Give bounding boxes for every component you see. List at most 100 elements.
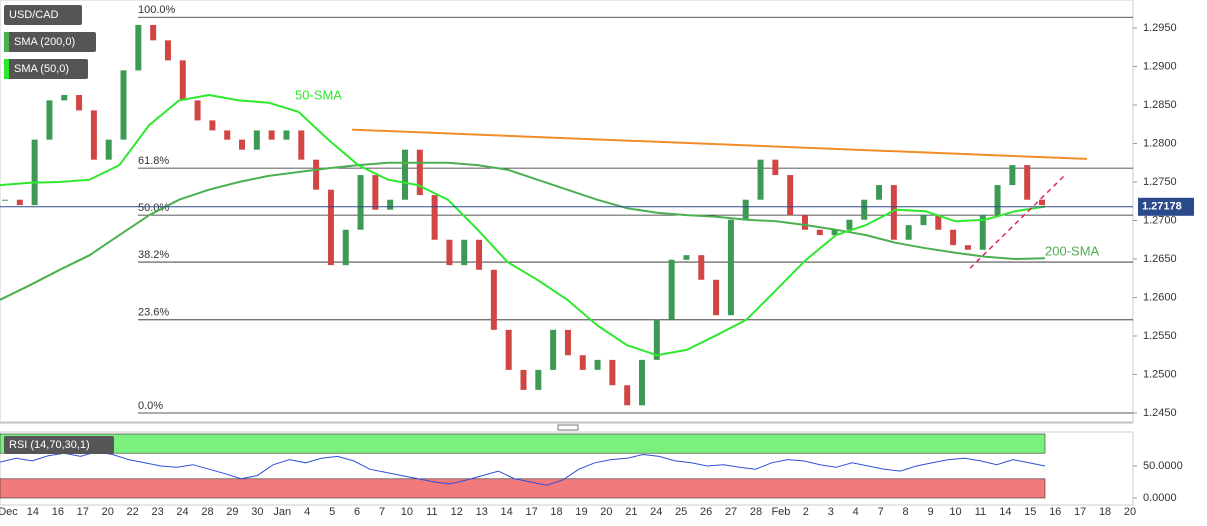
fib-label: 38.2%	[138, 249, 169, 261]
candle	[920, 215, 927, 226]
rsi-title: RSI (14,70,30,1)	[9, 439, 90, 451]
x-tick-label: 30	[251, 506, 263, 518]
y-tick-label: 0.0000	[1143, 492, 1177, 504]
fib-label: 23.6%	[138, 307, 169, 319]
candle	[76, 95, 83, 111]
y-tick-label: 1.2900	[1143, 60, 1177, 72]
x-tick-label: 3	[828, 506, 834, 518]
candle	[120, 70, 127, 140]
sma-line	[0, 93, 1046, 357]
rsi-zone	[0, 433, 1046, 454]
candle	[757, 159, 764, 200]
candle	[1039, 199, 1045, 206]
x-tick-label: 17	[77, 506, 89, 518]
x-tick-label: 28	[201, 506, 213, 518]
x-tick-label: 14	[27, 506, 39, 518]
candle	[609, 359, 616, 386]
candle	[283, 130, 290, 140]
y-tick-label: 1.2700	[1143, 214, 1177, 226]
x-tick-label: 25	[675, 506, 687, 518]
candle	[1009, 165, 1016, 186]
plot-frame	[0, 0, 1134, 423]
candle	[179, 60, 186, 101]
candle	[964, 245, 971, 250]
x-tick-label: 4	[853, 506, 859, 518]
price-badge-label: 1.27178	[1142, 201, 1182, 213]
candle	[90, 110, 97, 160]
y-tick-label: 1.2850	[1143, 99, 1177, 111]
y-tick-label: 1.2800	[1143, 137, 1177, 149]
y-tick-label: 1.2650	[1143, 253, 1177, 265]
y-tick-label: 1.2500	[1143, 368, 1177, 380]
x-tick-label: 11	[426, 506, 437, 518]
candle	[742, 199, 749, 220]
candle	[372, 175, 379, 210]
y-tick-label: 1.2450	[1143, 407, 1177, 419]
x-tick-label: 12	[451, 506, 463, 518]
candle	[831, 229, 838, 236]
annotation: 200-SMA	[1045, 243, 1100, 258]
x-tick-label: 20	[102, 506, 114, 518]
candle	[727, 219, 734, 316]
x-tick-label: 21	[625, 506, 637, 518]
candle	[164, 40, 171, 61]
candle	[535, 369, 542, 390]
annotation: 50-SMA	[295, 87, 342, 102]
candle	[431, 195, 438, 240]
candle	[683, 255, 690, 260]
x-tick-label: 9	[927, 506, 933, 518]
legend-title: USD/CAD	[9, 9, 59, 21]
x-tick-label: 7	[878, 506, 884, 518]
candle	[668, 259, 675, 320]
candle	[1024, 165, 1031, 200]
y-tick-label: 1.2550	[1143, 330, 1177, 342]
x-tick-label: 23	[151, 506, 163, 518]
candle	[950, 229, 957, 246]
x-tick-label: 20	[600, 506, 612, 518]
y-tick-label: 1.2950	[1143, 22, 1177, 34]
candle	[994, 185, 1001, 216]
fib-label: 50.0%	[138, 202, 169, 214]
candle	[16, 199, 23, 206]
x-tick-label: 10	[401, 506, 413, 518]
legend-swatch	[4, 32, 9, 52]
fib-label: 100.0%	[138, 4, 176, 16]
x-tick-label: 19	[575, 506, 587, 518]
x-tick-label: 6	[354, 506, 360, 518]
candle	[209, 120, 216, 131]
x-tick-label: 17	[525, 506, 537, 518]
candle	[698, 255, 705, 280]
candle	[787, 175, 794, 216]
candle	[801, 215, 808, 230]
candle	[135, 24, 142, 71]
x-tick-label: 11	[975, 506, 986, 518]
y-tick-label: 1.2750	[1143, 176, 1177, 188]
legend-box	[4, 59, 88, 79]
candle	[520, 369, 527, 390]
fib-label: 0.0%	[138, 400, 163, 412]
rsi-zone	[0, 478, 1046, 499]
legend-box	[4, 32, 96, 52]
legend-box	[4, 5, 82, 25]
candle	[105, 139, 112, 160]
candle	[253, 130, 260, 150]
fib-label: 61.8%	[138, 155, 169, 167]
candle	[46, 100, 53, 140]
candle	[476, 239, 483, 270]
candle	[194, 100, 201, 121]
candle	[31, 139, 38, 206]
x-tick-label: 8	[903, 506, 909, 518]
candle	[490, 269, 497, 330]
x-tick-label: 18	[1099, 506, 1111, 518]
candle	[61, 95, 68, 101]
candle	[224, 130, 231, 140]
trendline	[969, 174, 1066, 269]
x-tick-label: 10	[949, 506, 961, 518]
candle	[639, 359, 646, 406]
candle	[342, 229, 349, 266]
candle	[505, 329, 512, 370]
candle	[239, 139, 246, 150]
x-tick-label: 16	[1049, 506, 1061, 518]
candle	[905, 225, 912, 240]
